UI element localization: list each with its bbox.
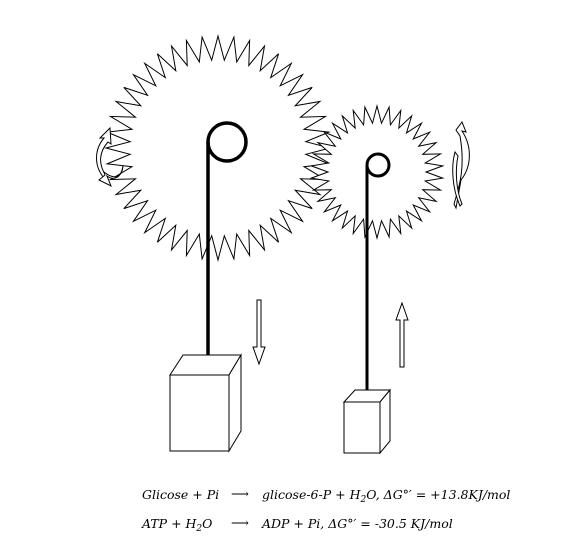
equation-1: Glicose + Pi ⟶ glicose-6-P + H2O, ΔG°′ =… bbox=[142, 486, 552, 505]
big-weight-box bbox=[169, 353, 242, 453]
rotation-arrows-icon-left bbox=[96, 126, 124, 188]
arrow-up-icon bbox=[395, 301, 409, 368]
reaction-arrow-icon: ⟶ bbox=[231, 515, 249, 530]
arrow-down-icon bbox=[252, 299, 266, 366]
equation-2-lhs-sub: 2 bbox=[196, 524, 203, 534]
big-gear-icon bbox=[104, 34, 332, 262]
reaction-arrow-icon: ⟶ bbox=[231, 486, 249, 501]
equation-2: ATP + H2O ⟶ ADP + Pi, ΔG°′ = -30.5 KJ/mo… bbox=[142, 515, 552, 534]
equation-1-rhs: glicose-6-P + H2O, ΔG°′ = +13.8KJ/mol bbox=[262, 487, 510, 505]
equation-1-rhs-part-b: O, ΔG°′ = +13.8KJ/mol bbox=[366, 487, 511, 502]
equation-2-lhs: ATP + H2O bbox=[142, 516, 212, 534]
equation-2-rhs: ADP + Pi, ΔG°′ = -30.5 KJ/mol bbox=[262, 516, 453, 531]
equation-1-rhs-sub: 2 bbox=[360, 495, 367, 505]
equation-1-rhs-part-a: glicose-6-P + H bbox=[262, 487, 361, 502]
rotation-arrows-icon-right bbox=[452, 120, 470, 210]
small-gear-icon bbox=[309, 104, 445, 240]
equation-2-lhs-part-a: ATP + H bbox=[142, 516, 197, 531]
small-weight-box bbox=[342, 388, 392, 455]
equation-1-lhs: Glicose + Pi bbox=[142, 487, 220, 502]
equation-2-lhs-part-b: O bbox=[202, 516, 213, 531]
